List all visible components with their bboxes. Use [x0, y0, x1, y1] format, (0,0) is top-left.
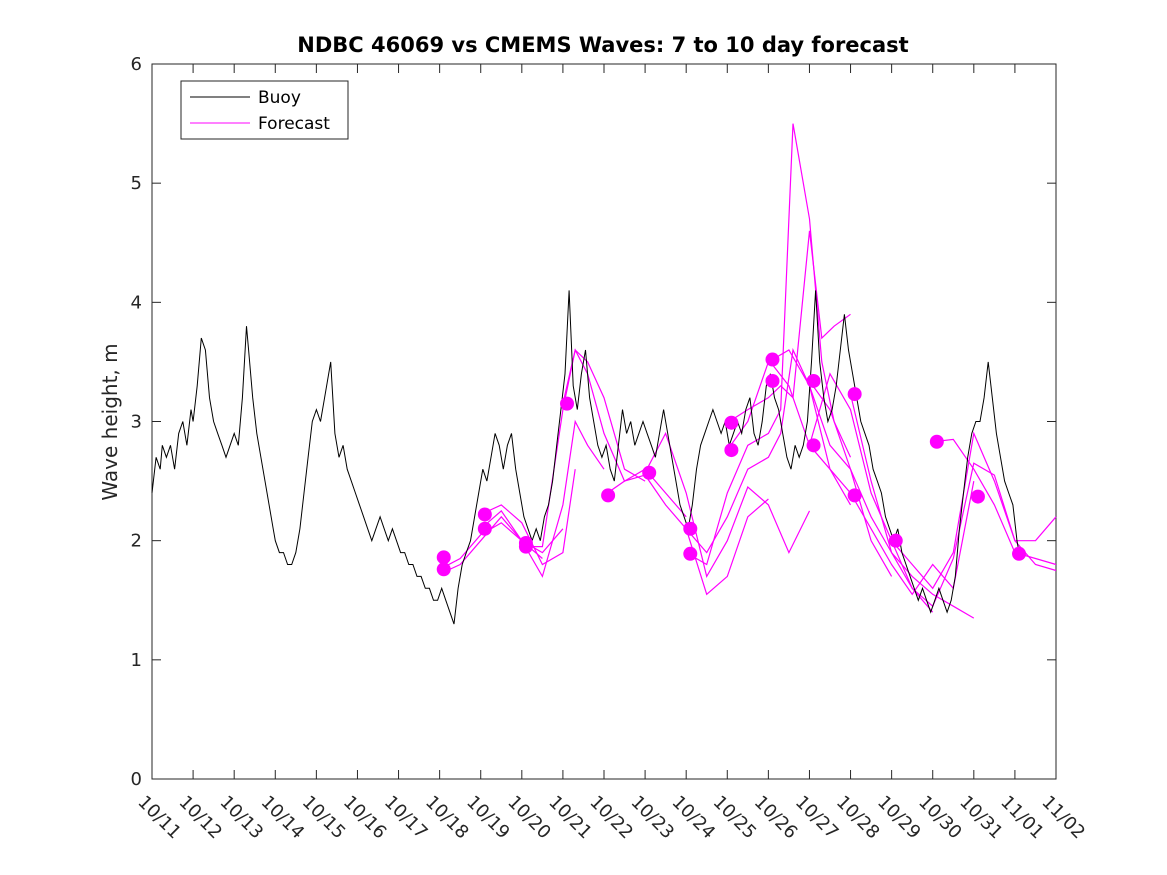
forecast-marker: [724, 415, 739, 430]
legend: Buoy Forecast: [180, 80, 349, 140]
y-tick-label: 2: [131, 531, 142, 552]
legend-forecast-label: Forecast: [258, 114, 330, 134]
forecast-marker: [477, 507, 492, 522]
forecast-marker: [847, 488, 862, 503]
forecast-marker: [724, 443, 739, 458]
forecast-marker: [436, 562, 451, 577]
forecast-marker: [477, 521, 492, 536]
y-tick-label: 1: [131, 650, 142, 671]
y-tick-label: 4: [131, 292, 142, 313]
forecast-marker: [560, 396, 575, 411]
buoy-line: [151, 290, 1020, 625]
forecast-marker: [929, 434, 944, 449]
forecast-run-line: [932, 438, 1057, 566]
forecast-marker: [601, 488, 616, 503]
forecast-run-line: [644, 431, 811, 578]
forecast-marker: [765, 352, 780, 367]
forecast-marker: [970, 489, 985, 504]
forecast-marker: [806, 373, 821, 388]
forecast-run-line: [562, 348, 687, 518]
forecast-run-line: [891, 431, 1057, 590]
forecast-run-line: [685, 123, 852, 566]
forecast-marker: [518, 539, 533, 554]
forecast-run-line: [521, 348, 646, 548]
legend-box: [180, 80, 349, 140]
forecast-marker: [806, 438, 821, 453]
legend-buoy-label: Buoy: [258, 88, 301, 108]
y-axis-label: Wave height, m: [98, 343, 122, 500]
y-tick-label: 5: [131, 173, 142, 194]
forecast-marker: [765, 373, 780, 388]
forecast-run-line: [809, 444, 975, 596]
forecast-run-line: [685, 347, 852, 554]
forecast-marker: [1012, 546, 1027, 561]
chart-title: NDBC 46069 vs CMEMS Waves: 7 to 10 day f…: [297, 33, 908, 57]
forecast-run-line: [767, 359, 934, 613]
forecast-marker: [847, 387, 862, 402]
y-tick-label: 6: [131, 54, 142, 75]
y-tick-label: 3: [131, 412, 142, 433]
y-tick-label: 0: [131, 769, 142, 790]
forecast-marker: [436, 550, 451, 565]
forecast-marker: [642, 465, 657, 480]
forecast-marker: [683, 521, 698, 536]
forecast-run-line: [439, 522, 564, 570]
forecast-marker: [888, 533, 903, 548]
forecast-run-line: [480, 419, 605, 578]
forecast-marker: [683, 546, 698, 561]
